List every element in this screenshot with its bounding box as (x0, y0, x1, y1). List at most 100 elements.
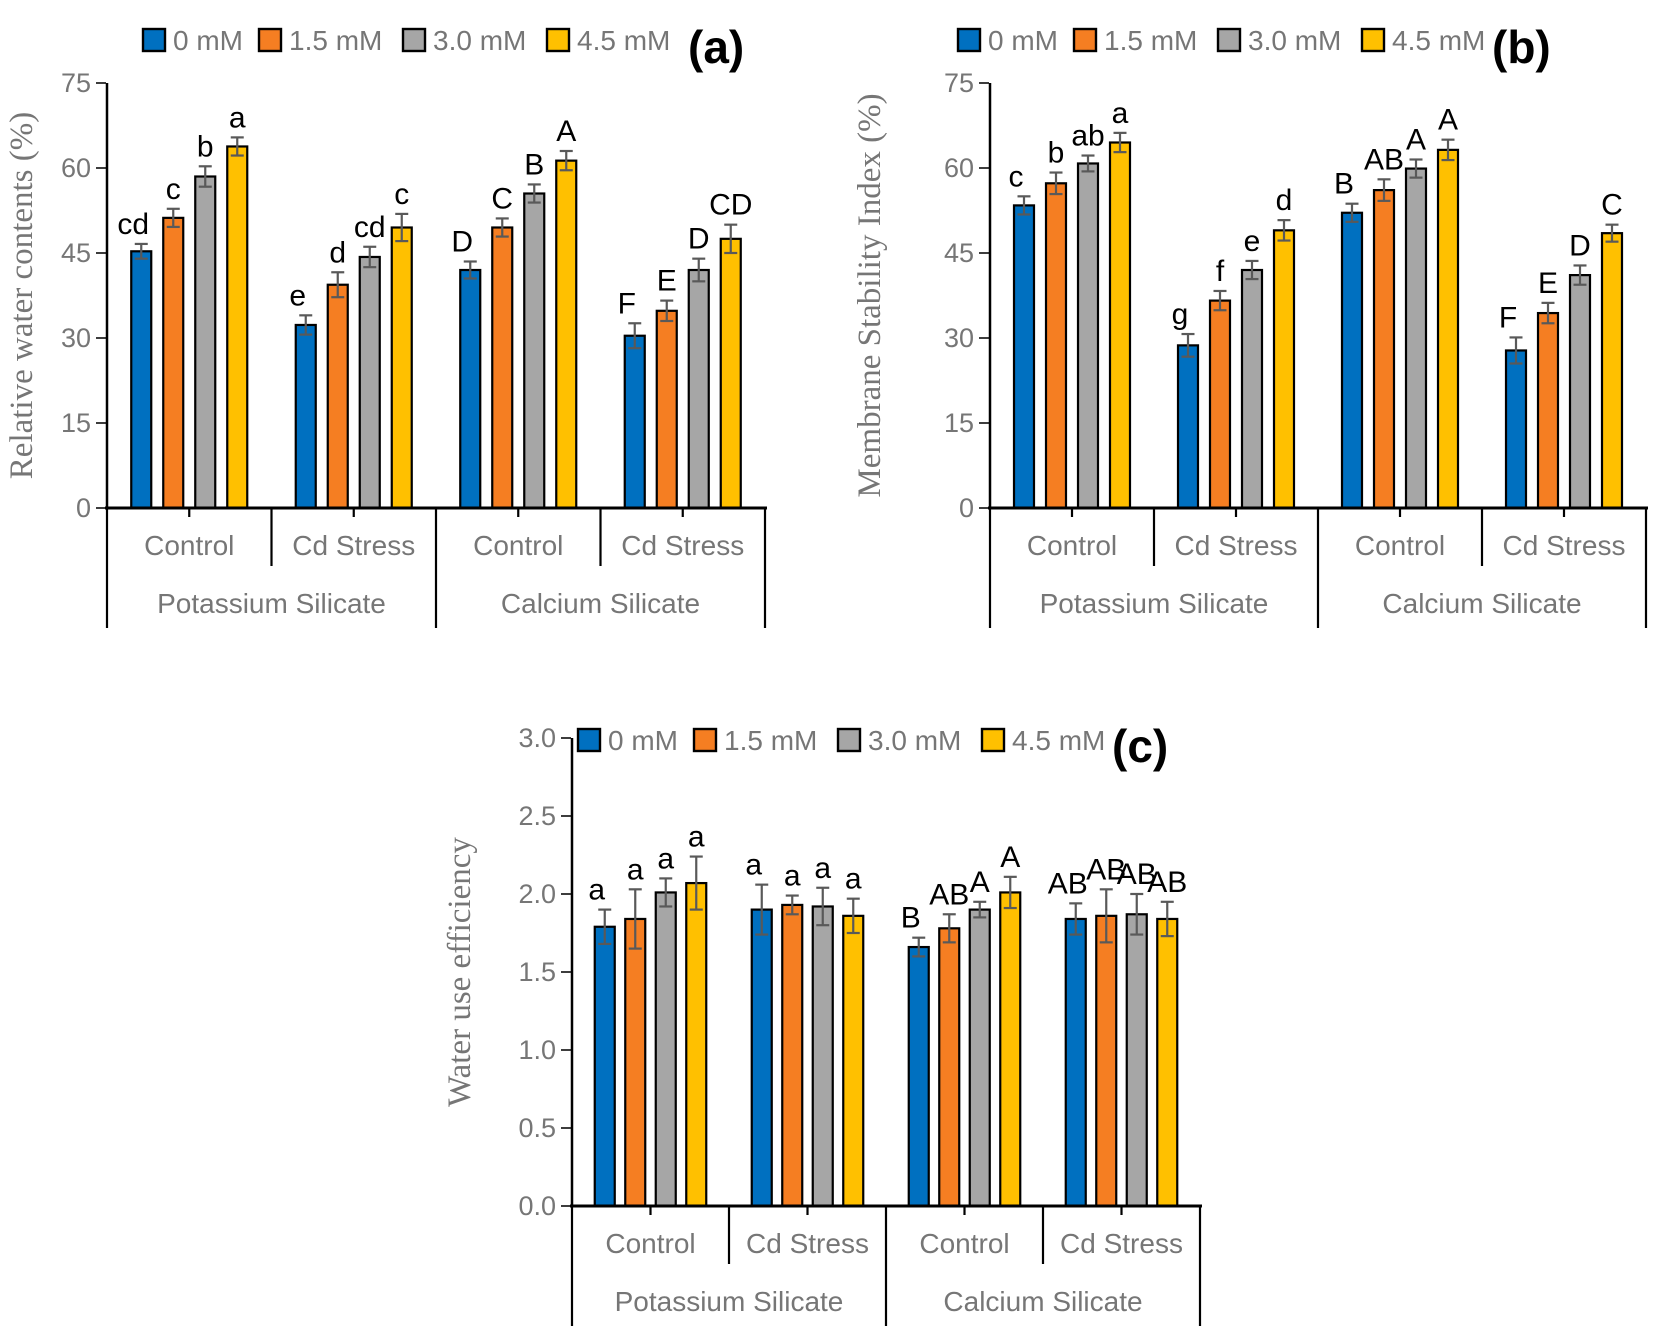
y-tick-label: 0 (76, 493, 91, 523)
sig-letter: AB (1364, 143, 1404, 176)
bar (655, 309, 678, 510)
y-axis-title: Water use efficiency (442, 837, 478, 1107)
sig-letter: AB (1117, 858, 1157, 891)
sig-letter: AB (929, 878, 969, 911)
legend-label: 1.5 mM (1104, 25, 1197, 56)
bar (593, 925, 616, 1208)
legend-label: 1.5 mM (289, 25, 382, 56)
y-tick-label: 15 (61, 408, 91, 438)
sig-letter: AB (1086, 853, 1126, 886)
sig-letter: D (1569, 229, 1591, 262)
category-label: Control (473, 530, 563, 561)
sig-letter: F (618, 287, 636, 320)
sig-letter: A (556, 115, 576, 148)
sig-letter: AB (1147, 866, 1187, 899)
sig-letter: A (1000, 841, 1020, 874)
bar (685, 881, 708, 1208)
sig-letter: ab (1071, 120, 1104, 153)
sig-letter: a (845, 863, 862, 896)
bar (1125, 913, 1148, 1208)
y-tick-label: 60 (61, 153, 91, 183)
y-tick-label: 30 (61, 323, 91, 353)
sig-letter: A (1406, 124, 1426, 157)
sig-letter: a (1112, 97, 1129, 130)
bar (1340, 211, 1364, 510)
bar (1012, 204, 1036, 510)
y-tick-label: 0.0 (518, 1191, 556, 1221)
sig-letter: A (1438, 104, 1458, 137)
y-tick-label: 45 (944, 238, 974, 268)
panel-label: (a) (688, 21, 744, 73)
bar (1504, 349, 1528, 510)
legend-swatch (141, 27, 167, 53)
category-label: Cd Stress (1175, 530, 1298, 561)
legend-label: 0 mM (988, 25, 1058, 56)
sig-letter: D (451, 226, 473, 259)
super-category-label: Potassium Silicate (157, 588, 386, 619)
category-label: Cd Stress (746, 1228, 869, 1259)
y-tick-label: 75 (61, 68, 91, 98)
panel-label: (b) (1492, 21, 1551, 73)
category-label: Control (1027, 530, 1117, 561)
legend-label: 3.0 mM (1248, 25, 1341, 56)
bar (1064, 917, 1087, 1208)
sig-letter: a (814, 852, 831, 885)
bar (1404, 167, 1428, 510)
sig-letter: e (289, 279, 306, 312)
legend-label: 4.5 mM (1012, 725, 1105, 756)
sig-letter: a (588, 874, 605, 907)
y-axis-title: Membrane Stability Index (%) (852, 93, 888, 497)
legend-swatch (401, 27, 427, 53)
sig-letter: cd (117, 208, 149, 241)
chart-c: 0 mM 1.5 mM 3.0 mM 4.5 mM (c) Water use effic… (442, 720, 1202, 1326)
bar (130, 250, 153, 510)
bar (555, 159, 578, 510)
legend-label: 4.5 mM (1392, 25, 1485, 56)
bar (624, 917, 647, 1208)
sig-letter: c (166, 173, 181, 206)
legend-swatch (1360, 27, 1386, 53)
bar (968, 908, 991, 1208)
legend-swatch (545, 27, 571, 53)
legend-swatch (1072, 27, 1098, 53)
sig-letter: C (491, 182, 513, 215)
sig-letter: C (1601, 189, 1623, 222)
bar (811, 905, 834, 1208)
category-label: Control (1355, 530, 1445, 561)
y-tick-label: 15 (944, 408, 974, 438)
bar (1372, 189, 1396, 510)
legend-swatch (980, 727, 1006, 753)
legend-label: 1.5 mM (724, 725, 817, 756)
legend-swatch (956, 27, 982, 53)
sig-letter: A (970, 866, 990, 899)
sig-letter: a (229, 101, 246, 134)
bar (1240, 268, 1264, 510)
legend-label: 0 mM (608, 725, 678, 756)
bar (687, 268, 710, 510)
y-tick-label: 60 (944, 153, 974, 183)
legend: 0 mM 1.5 mM 3.0 mM 4.5 mM (576, 725, 1105, 756)
sig-letter: d (329, 236, 346, 269)
bar (326, 283, 349, 510)
bar (1436, 148, 1460, 510)
bar (1536, 311, 1560, 510)
sig-letter: e (1244, 225, 1261, 258)
sig-letter: a (657, 842, 674, 875)
sig-letter: b (197, 130, 214, 163)
sig-letter: F (1499, 301, 1517, 334)
bar (999, 891, 1022, 1208)
bar (781, 903, 804, 1208)
legend-swatch (836, 727, 862, 753)
y-tick-label: 0.5 (518, 1113, 556, 1143)
y-axis-title: Relative water contents (%) (4, 112, 40, 479)
bar (1600, 232, 1624, 510)
legend-label: 3.0 mM (868, 725, 961, 756)
bar (294, 323, 317, 510)
bar (459, 268, 482, 510)
sig-letter: d (1276, 184, 1293, 217)
chart-b: 0 mM 1.5 mM 3.0 mM 4.5 mM (b) Membrane Stabil… (852, 21, 1648, 628)
sig-letter: AB (1048, 867, 1088, 900)
bar (1108, 141, 1132, 510)
